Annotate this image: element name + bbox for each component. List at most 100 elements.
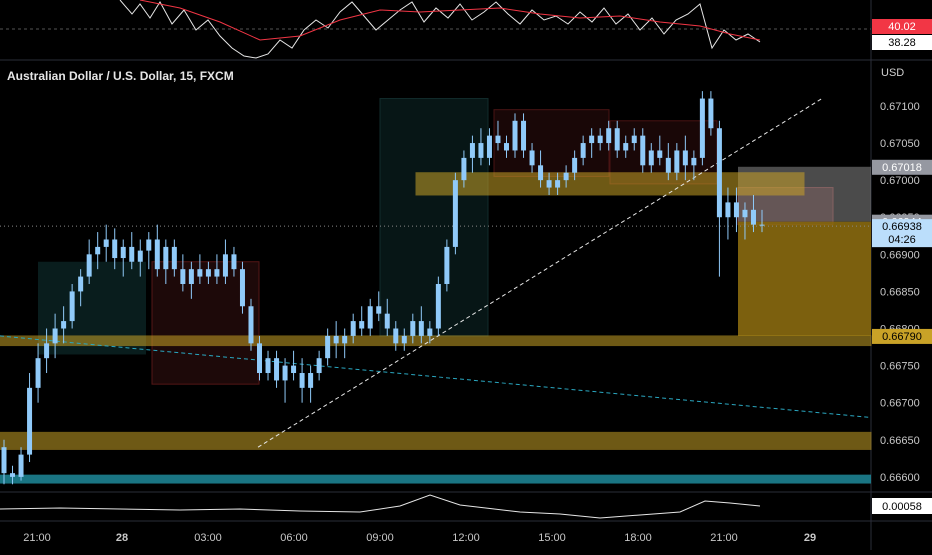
candle-body	[503, 143, 509, 151]
trendline	[0, 335, 872, 419]
candle-body	[274, 358, 280, 381]
price-tick-label: 0.67050	[880, 138, 920, 150]
price-tick-label: 0.67100	[880, 101, 920, 113]
candle-body	[708, 98, 714, 129]
candle-body	[78, 276, 84, 292]
candle-body	[589, 135, 595, 144]
candle-body	[257, 343, 263, 374]
time-tick-label: 06:00	[280, 532, 308, 544]
candle-body	[137, 250, 143, 262]
candle-body	[171, 246, 177, 270]
osc-top-value-a: 40.02	[888, 21, 916, 33]
candle-body	[742, 209, 748, 218]
price-tick-label: 0.66650	[880, 435, 920, 447]
candle-body	[27, 387, 33, 455]
candle-body	[623, 143, 629, 151]
zone-box	[738, 221, 871, 336]
candle-body	[563, 172, 569, 181]
bottom-oscillator: 0.00058	[0, 494, 932, 519]
chart-title: Australian Dollar / U.S. Dollar, 15, FXC…	[7, 69, 234, 83]
time-tick-label: 15:00	[538, 532, 566, 544]
candle-body	[342, 335, 348, 344]
price-tick-label: 0.67000	[880, 175, 920, 187]
top-oscillator: 40.02 38.28	[0, 0, 932, 59]
price-tick-label: 0.66900	[880, 249, 920, 261]
candle-body	[716, 128, 722, 218]
price-tick-label: 0.66850	[880, 286, 920, 298]
candle-body	[1, 447, 7, 474]
candle-body	[10, 473, 16, 477]
candle-body	[86, 254, 92, 277]
trendline	[257, 98, 823, 448]
candle-body	[35, 358, 41, 388]
candle-body	[478, 143, 484, 158]
candle-body	[18, 454, 24, 477]
candle-body	[733, 202, 739, 218]
candle-body	[546, 180, 552, 188]
candle-body	[682, 150, 688, 166]
zone-box	[379, 98, 489, 337]
candle-body	[495, 135, 501, 144]
candle-body	[444, 246, 450, 284]
candle-body	[640, 135, 646, 166]
candle-body	[529, 150, 535, 166]
candle-body	[699, 98, 705, 158]
candle-body	[61, 321, 67, 329]
price-badge-value: 0.67018	[882, 162, 922, 174]
candle-body	[606, 128, 612, 144]
candle-body	[163, 246, 169, 270]
candle-body	[120, 246, 126, 259]
candle-body	[657, 150, 663, 158]
candle-body	[486, 135, 492, 158]
candle-body	[614, 128, 620, 151]
candle-body	[384, 313, 390, 329]
price-badge	[872, 159, 932, 175]
zone-band	[0, 431, 872, 450]
zone-band	[0, 335, 872, 347]
candle-body	[410, 321, 416, 336]
time-tick-label: 09:00	[366, 532, 394, 544]
zone-band	[415, 172, 805, 196]
candle-body	[52, 328, 58, 344]
candle-body	[393, 328, 399, 344]
candle-body	[691, 157, 697, 166]
price-badge	[872, 328, 932, 344]
candle-body	[435, 284, 441, 329]
candle-body	[205, 269, 211, 277]
candle-body	[572, 157, 578, 173]
price-badge	[872, 219, 932, 248]
price-tick-label: 0.66600	[880, 472, 920, 484]
zones-layer	[0, 98, 872, 484]
candle-body	[512, 120, 518, 151]
time-tick-label: 28	[116, 532, 128, 544]
osc-line-white	[119, 0, 761, 59]
bottom-osc-line	[0, 494, 761, 519]
price-tick-label: 0.66750	[880, 361, 920, 373]
candle-body	[265, 358, 271, 374]
candle-body	[350, 321, 356, 336]
time-tick-label: 21:00	[710, 532, 738, 544]
candle-body	[555, 180, 561, 188]
bottom-osc-badge	[872, 498, 932, 514]
candle-body	[674, 150, 680, 173]
time-axis: 21:00 28 03:00 06:00 09:00 12:00 15:00 18:00 21:…	[23, 532, 816, 544]
candle-body	[129, 246, 135, 262]
candle-body	[648, 150, 654, 166]
candle-body	[452, 180, 458, 247]
candle-body	[248, 306, 254, 344]
time-tick-label: 12:00	[452, 532, 480, 544]
bottom-osc-value: 0.00058	[882, 501, 922, 513]
candle-body	[427, 328, 433, 336]
candle-body	[725, 202, 731, 218]
candle-body	[631, 135, 637, 144]
price-tick-label: 0.66700	[880, 398, 920, 410]
price-badge-value: 0.66790	[882, 331, 922, 343]
candle-body	[188, 269, 194, 284]
candle-body	[759, 224, 765, 226]
candle-body	[333, 335, 339, 344]
candle-body	[154, 239, 160, 270]
time-tick-label: 18:00	[624, 532, 652, 544]
candle-body	[112, 239, 118, 259]
